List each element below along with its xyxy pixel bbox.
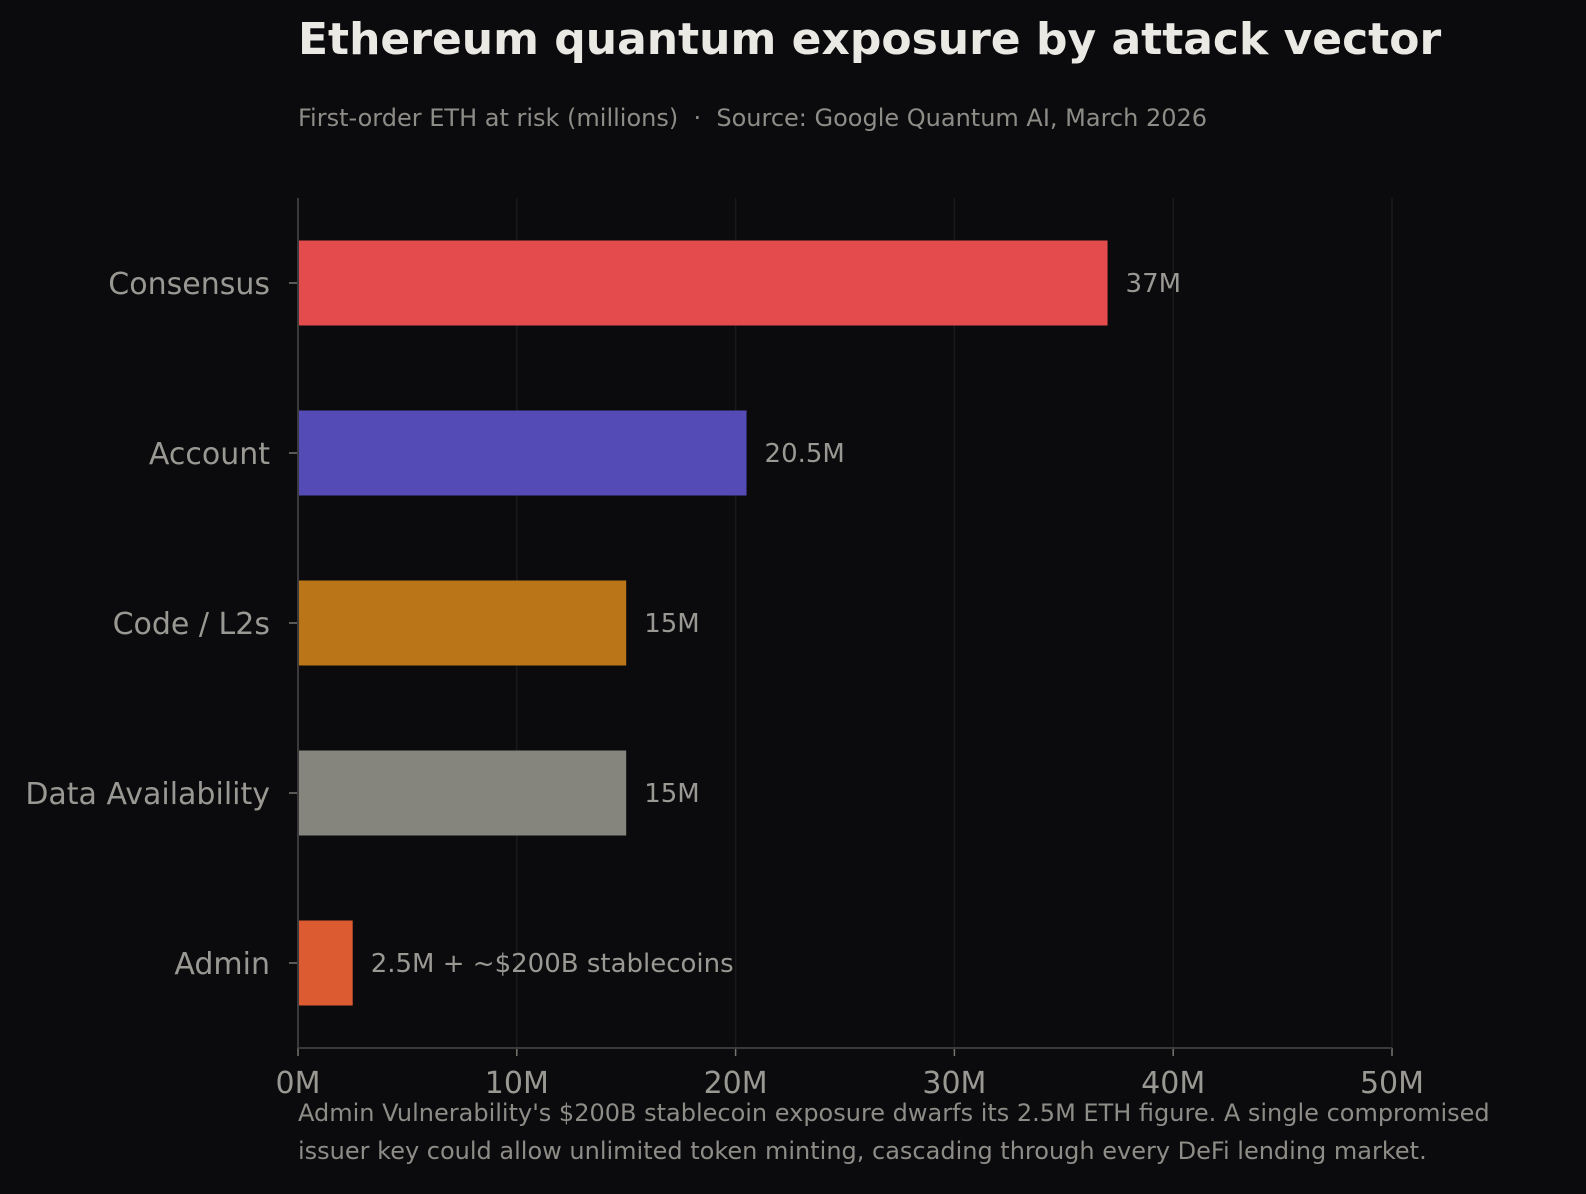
- chart-title: Ethereum quantum exposure by attack vect…: [298, 14, 1441, 65]
- data-label: 15M: [644, 779, 700, 809]
- axes: 0M 10M 20M 30M 40M 50M Consensus Account Code / …: [25, 198, 1424, 1101]
- x-tick-label: 10M: [485, 1066, 549, 1101]
- y-tick-label: Data Availability: [25, 777, 270, 812]
- y-tick-label: Admin: [174, 947, 270, 982]
- bar-account: [298, 410, 747, 496]
- bar-code-l2s: [298, 580, 627, 666]
- annotation-line-2: issuer key could allow unlimited token m…: [298, 1137, 1427, 1165]
- annotation-line-1: Admin Vulnerability's $200B stablecoin e…: [298, 1099, 1490, 1127]
- bar-consensus: [298, 240, 1108, 326]
- bars: 37M 20.5M 15M 15M 2.5M + ~$200B stablecoins: [298, 240, 1182, 1006]
- x-tick-label: 0M: [276, 1066, 321, 1101]
- x-tick-label: 30M: [922, 1066, 986, 1101]
- y-tick-label: Consensus: [108, 267, 270, 302]
- bar-admin: [298, 920, 353, 1006]
- x-tick-label: 20M: [704, 1066, 768, 1101]
- x-tick-label: 50M: [1360, 1066, 1424, 1101]
- y-tick-label: Code / L2s: [113, 607, 270, 642]
- gridlines: [516, 198, 1393, 1048]
- data-label: 2.5M + ~$200B stablecoins: [371, 949, 734, 979]
- bar-data-availability: [298, 750, 627, 836]
- data-label: 37M: [1126, 269, 1182, 299]
- chart-subtitle: First-order ETH at risk (millions) · Sou…: [298, 104, 1207, 132]
- x-tick-label: 40M: [1141, 1066, 1205, 1101]
- data-label: 20.5M: [765, 439, 845, 469]
- y-tick-label: Account: [149, 437, 270, 472]
- data-label: 15M: [644, 609, 700, 639]
